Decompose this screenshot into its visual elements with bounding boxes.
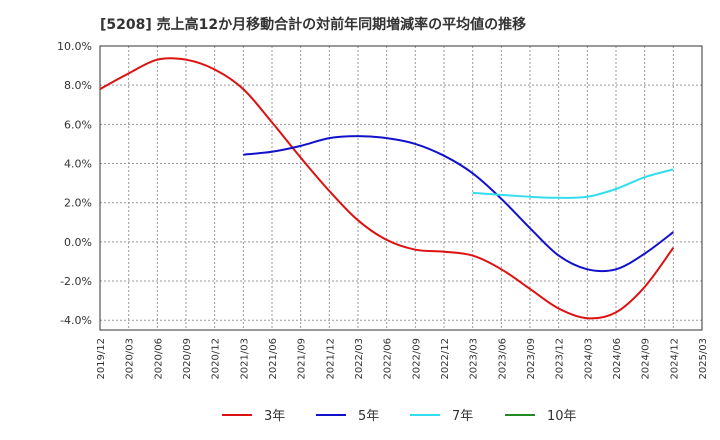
x-tick-label: 2022/12 [440,338,451,380]
legend-label: 3年 [264,409,285,424]
x-tick-label: 2022/03 [354,338,365,380]
series-line-1 [99,57,675,320]
series-line-3 [472,168,674,199]
axis-layer: 10.0% 8.0% 6.0% 4.0% 2.0% 0.0% -2.0% -4.0% 2019/… [57,40,709,380]
x-tick-label: 2020/06 [153,338,164,380]
x-tick-label: 2022/09 [411,338,422,380]
legend: 3年 5年 7年 10年 [222,409,577,424]
x-tick-label: 2021/06 [268,338,279,380]
legend-label: 5年 [358,409,379,424]
x-tick-label: 2021/03 [239,338,250,380]
y-tick-label: 0.0% [64,236,92,249]
y-tick-label: 4.0% [64,158,92,171]
y-tick-label: 2.0% [64,197,92,210]
x-tick-label: 2020/03 [125,338,136,380]
grid-layer [99,45,703,330]
legend-label: 10年 [547,409,577,424]
x-tick-label: 2024/12 [669,338,680,380]
y-tick-label: 6.0% [64,118,92,131]
x-tick-label: 2021/09 [297,338,308,380]
plot-area-frame [99,45,703,331]
x-tick-label: 2023/09 [526,338,537,380]
x-tick-label: 2020/12 [211,338,222,380]
series-line-2 [243,135,674,273]
x-tick-label: 2023/03 [469,338,480,380]
x-tick-label: 2019/12 [96,338,107,380]
series-layer [99,57,675,320]
x-tick-label: 2023/12 [555,338,566,380]
x-tick-label: 2023/06 [497,338,508,380]
y-tick-label: -4.0% [60,314,92,327]
y-tick-label: 10.0% [57,40,92,53]
legend-label: 7年 [452,409,473,424]
chart-title: [5208] 売上高12か月移動合計の対前年同期増減率の平均値の推移 [100,17,527,33]
x-tick-label: 2021/12 [325,338,336,380]
x-tick-label: 2025/03 [698,338,709,380]
x-tick-label: 2024/09 [641,338,652,380]
x-tick-label: 2024/03 [583,338,594,380]
y-tick-label: 8.0% [64,79,92,92]
x-tick-label: 2022/06 [383,338,394,380]
y-tick-label: -2.0% [60,275,92,288]
x-tick-label: 2020/09 [182,338,193,380]
x-tick-label: 2024/06 [612,338,623,380]
